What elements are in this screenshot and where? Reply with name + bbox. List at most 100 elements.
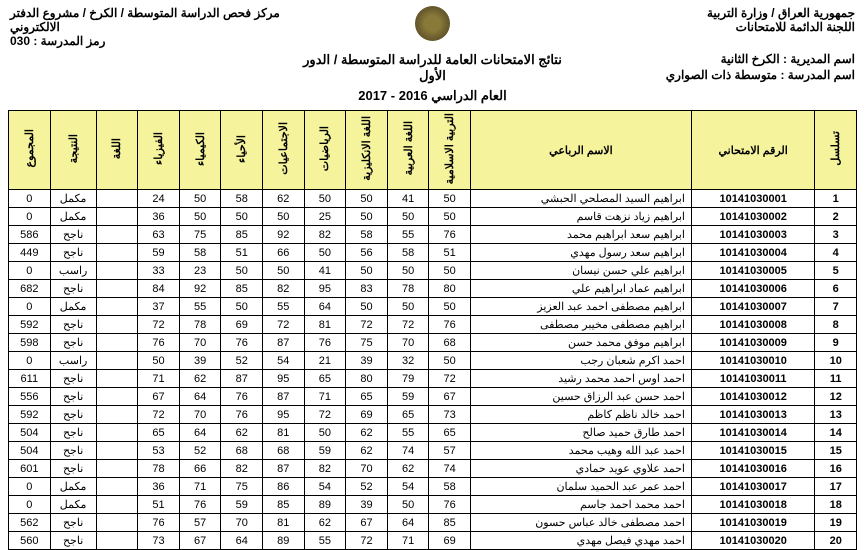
cell: 80 <box>346 370 388 388</box>
cell <box>96 226 138 244</box>
cell: 76 <box>429 316 471 334</box>
cell: 611 <box>9 370 51 388</box>
cell: 0 <box>9 208 51 226</box>
cell: 16 <box>815 460 857 478</box>
cell: 6 <box>815 280 857 298</box>
cell: 504 <box>9 442 51 460</box>
cell: 66 <box>263 244 305 262</box>
cell: 14 <box>815 424 857 442</box>
cell: 76 <box>221 334 263 352</box>
cell: ناجح <box>50 424 96 442</box>
cell: 72 <box>346 532 388 550</box>
cell: ابراهيم سعد رسول مهدي <box>470 244 691 262</box>
table-row: 410141030004ابراهيم سعد رسول مهدي5158565… <box>9 244 857 262</box>
cell: 39 <box>179 352 221 370</box>
table-row: 710141030007ابراهيم مصطفى احمد عبد العزي… <box>9 298 857 316</box>
cell: 17 <box>815 478 857 496</box>
cell: 55 <box>387 226 429 244</box>
cell: 62 <box>304 514 346 532</box>
cell: 33 <box>138 262 180 280</box>
cell: 63 <box>138 226 180 244</box>
cell: احمد اوس احمد محمد رشيد <box>470 370 691 388</box>
directorate-line: اسم المديرية : الكرخ الثانية <box>573 52 855 66</box>
cell: 50 <box>387 208 429 226</box>
cell: 62 <box>346 424 388 442</box>
cell: 59 <box>221 496 263 514</box>
table-row: 2010141030020احمد مهدي فيصل مهدي69717255… <box>9 532 857 550</box>
cell: مكمل <box>50 496 96 514</box>
col-english: اللغة الانكليزية <box>360 116 373 181</box>
cell: 95 <box>304 280 346 298</box>
cell: 73 <box>429 406 471 424</box>
cell: 87 <box>263 460 305 478</box>
cell: 76 <box>429 226 471 244</box>
cell: 41 <box>387 190 429 208</box>
table-row: 1510141030015احمد عبد الله وهيب محمد5774… <box>9 442 857 460</box>
cell: احمد علاوي عويد حمادي <box>470 460 691 478</box>
cell: 51 <box>138 496 180 514</box>
cell: 71 <box>304 388 346 406</box>
cell <box>96 370 138 388</box>
cell <box>96 460 138 478</box>
results-table: تسلسل الرقم الامتحاني الاسم الرباعي التر… <box>8 110 857 550</box>
cell: 9 <box>815 334 857 352</box>
cell: احمد مصطفى خالد عباس حسون <box>470 514 691 532</box>
cell: 68 <box>221 442 263 460</box>
academic-year: العام الدراسي 2016 - 2017 <box>292 88 574 104</box>
table-row: 1010141030010احمد اكرم شعبان رجب50323921… <box>9 352 857 370</box>
cell: 1 <box>815 190 857 208</box>
cell: 0 <box>9 190 51 208</box>
cell: 10141030003 <box>691 226 814 244</box>
cell: 52 <box>179 442 221 460</box>
cell: 59 <box>387 388 429 406</box>
cell: 10141030018 <box>691 496 814 514</box>
cell: 70 <box>346 460 388 478</box>
cell: 62 <box>179 370 221 388</box>
cell: 62 <box>221 424 263 442</box>
col-result: النتيجة <box>67 134 80 163</box>
cell: 37 <box>138 298 180 316</box>
cell: 81 <box>263 514 305 532</box>
cell: 7 <box>815 298 857 316</box>
col-exam: الرقم الامتحاني <box>719 145 788 157</box>
cell: 50 <box>387 298 429 316</box>
cell: ناجح <box>50 244 96 262</box>
cell: 50 <box>429 190 471 208</box>
table-row: 110141030001ابراهيم السيد المصلحي الحبشي… <box>9 190 857 208</box>
cell: 85 <box>221 226 263 244</box>
cell: ناجح <box>50 388 96 406</box>
cell: 560 <box>9 532 51 550</box>
cell: 67 <box>179 532 221 550</box>
cell: 87 <box>263 388 305 406</box>
table-row: 1610141030016احمد علاوي عويد حمادي746270… <box>9 460 857 478</box>
cell: 70 <box>179 334 221 352</box>
school-line: اسم المدرسة : متوسطة ذات الصواري <box>573 68 855 82</box>
cell: 58 <box>221 190 263 208</box>
cell: 50 <box>304 424 346 442</box>
cell <box>96 514 138 532</box>
cell: 64 <box>304 298 346 316</box>
cell: 55 <box>387 424 429 442</box>
cell: احمد حسن عبد الرزاق حسين <box>470 388 691 406</box>
cell: 82 <box>221 460 263 478</box>
cell: 10141030004 <box>691 244 814 262</box>
cell: 71 <box>138 370 180 388</box>
cell: 64 <box>221 532 263 550</box>
col-biology: الأحياء <box>235 135 248 163</box>
committee-line: اللجنة الدائمة للامتحانات <box>573 20 855 34</box>
cell: 10141030016 <box>691 460 814 478</box>
cell <box>96 208 138 226</box>
cell: 54 <box>387 478 429 496</box>
cell: 58 <box>387 244 429 262</box>
table-header-row: تسلسل الرقم الامتحاني الاسم الرباعي التر… <box>9 111 857 190</box>
cell: مكمل <box>50 478 96 496</box>
cell <box>96 406 138 424</box>
cell: احمد محمد احمد جاسم <box>470 496 691 514</box>
cell: 76 <box>138 334 180 352</box>
col-name: الاسم الرباعي <box>549 145 613 157</box>
cell: 50 <box>263 262 305 280</box>
cell: 2 <box>815 208 857 226</box>
cell: 52 <box>221 352 263 370</box>
table-row: 610141030006ابراهيم عماد ابراهيم علي8078… <box>9 280 857 298</box>
cell: 67 <box>346 514 388 532</box>
